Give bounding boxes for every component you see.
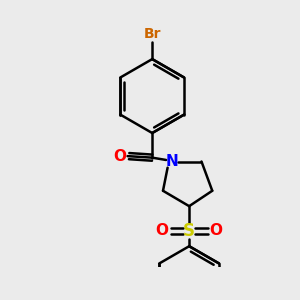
Text: N: N xyxy=(166,154,178,169)
Text: O: O xyxy=(113,148,126,164)
Text: O: O xyxy=(156,223,169,238)
Text: O: O xyxy=(210,223,223,238)
Text: Br: Br xyxy=(143,27,161,41)
Text: S: S xyxy=(183,222,195,240)
